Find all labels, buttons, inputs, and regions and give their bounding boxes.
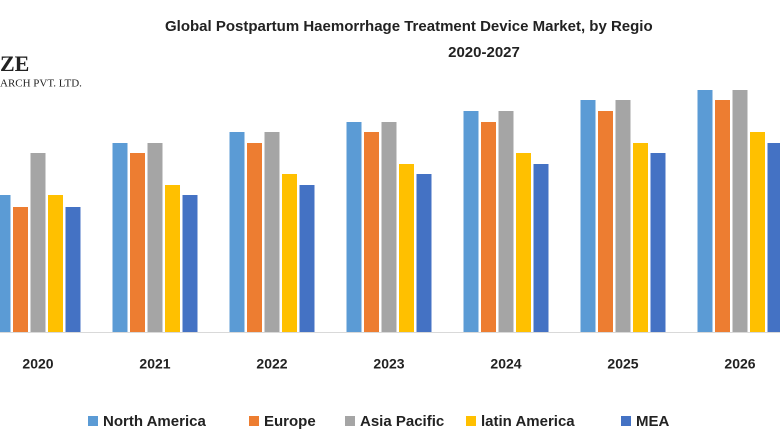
bar [264,132,280,332]
legend-swatch [88,416,98,426]
bar [30,153,46,332]
legend-label: latin America [481,413,575,430]
bar [580,100,596,332]
legend-label: North America [103,413,206,430]
legend-label: Europe [264,413,316,430]
x-tick-label: 2025 [607,356,638,372]
bar [364,132,379,332]
bar [282,174,297,332]
logo-text: ZE [0,51,29,76]
bar [381,122,397,332]
bar [516,153,531,332]
x-tick-label: 2020 [22,356,53,372]
bar [299,185,315,332]
bar [165,185,180,332]
x-tick-label: 2024 [490,356,521,372]
logo-text: ARCH PVT. LTD. [0,78,82,90]
bar [346,122,362,332]
bar [13,207,28,332]
x-tick-label: 2021 [139,356,170,372]
legend-swatch [466,416,476,426]
chart-title: 2020-2027 [448,44,520,61]
bar [247,143,262,332]
legend-swatch [621,416,631,426]
legend-swatch [345,416,355,426]
x-tick-label: 2022 [256,356,287,372]
bar [65,207,81,332]
bar [697,90,713,332]
legend-swatch [249,416,259,426]
legend-label: MEA [636,413,670,430]
bar [498,111,514,332]
bar [0,195,11,332]
bar [598,111,613,332]
bar [48,195,63,332]
x-tick-label: 2023 [373,356,404,372]
bar [112,143,128,332]
bar [767,143,780,332]
bar [615,100,631,332]
bar [463,111,479,332]
bar [715,100,730,332]
bar [130,153,145,332]
bar [750,132,765,332]
bar [399,164,414,332]
bar [732,90,748,332]
bar [416,174,432,332]
bar [533,164,549,332]
bar [481,122,496,332]
bar [650,153,666,332]
x-tick-label: 2026 [724,356,755,372]
legend-label: Asia Pacific [360,413,444,430]
bar [147,143,163,332]
bar [633,143,648,332]
chart-title: Global Postpartum Haemorrhage Treatment … [165,18,653,35]
bar [182,195,198,332]
bar [229,132,245,332]
